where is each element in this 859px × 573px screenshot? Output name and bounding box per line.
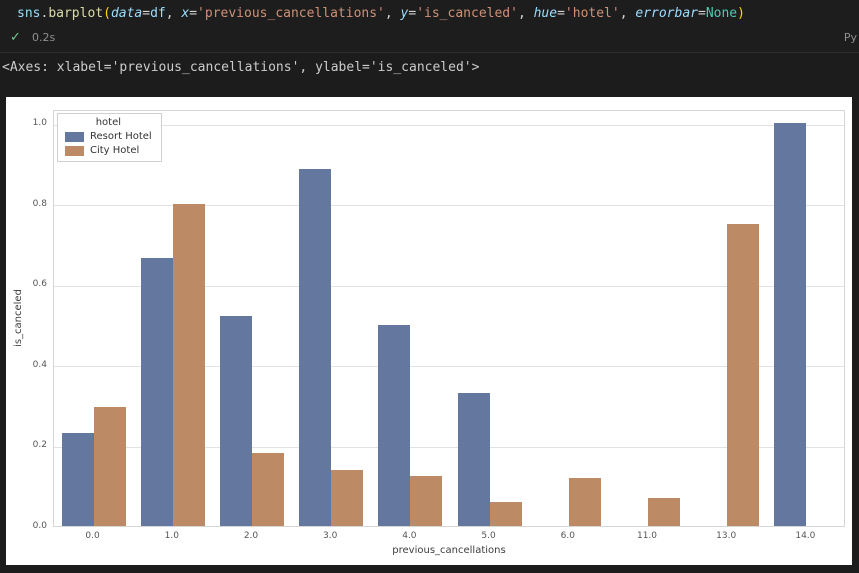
gridline (54, 205, 844, 207)
bar-resort-hotel-0.0 (62, 433, 94, 526)
x-tick-label: 6.0 (560, 531, 575, 541)
bar-city-hotel-6.0 (569, 478, 601, 526)
bar-city-hotel-3.0 (331, 470, 363, 526)
bar-city-hotel-11.0 (648, 498, 680, 526)
y-tick-label: 0.4 (32, 359, 47, 370)
execution-time: 0.2s (32, 31, 56, 44)
x-tick-label: 4.0 (402, 531, 417, 541)
code-token-string: 'previous_cancellations' (197, 6, 385, 21)
bar-resort-hotel-2.0 (220, 316, 252, 526)
code-token-punct: . (40, 6, 49, 21)
bar-city-hotel-0.0 (94, 407, 126, 526)
x-tick-label: 2.0 (243, 531, 259, 541)
y-tick-label: 0.6 (32, 279, 47, 290)
code-token-variable: sns (17, 6, 41, 21)
y-tick-label: 0.8 (32, 198, 47, 209)
bar-city-hotel-13.0 (727, 224, 759, 526)
x-tick-label: 11.0 (636, 531, 658, 541)
cell-status-row: ✓ 0.2s Py (0, 27, 859, 49)
bar-city-hotel-1.0 (173, 204, 205, 526)
bar-resort-hotel-4.0 (378, 325, 410, 526)
code-token-param: data (110, 6, 143, 21)
code-token-func: barplot (48, 6, 104, 21)
kernel-language-label[interactable]: Py (843, 31, 857, 44)
x-tick-label: 13.0 (716, 531, 737, 541)
gridline (54, 366, 844, 368)
bar-resort-hotel-3.0 (299, 169, 331, 526)
x-axis-label: previous_cancellations (392, 545, 506, 556)
gridline (54, 446, 844, 448)
code-token-punct: , (619, 6, 636, 21)
code-token-param: errorbar (635, 6, 698, 21)
code-token-param: hue (533, 6, 558, 21)
x-tick-label: 5.0 (481, 531, 496, 541)
code-token-constant: None (705, 6, 738, 21)
code-token-punct: = (189, 6, 198, 21)
code-token-punct: , (165, 6, 182, 21)
code-token-punct: = (408, 6, 417, 21)
x-tick-label: 14.0 (795, 531, 816, 541)
code-token-punct: , (517, 6, 534, 21)
plot-area: hotel Resort Hotel City Hotel (53, 110, 845, 527)
x-tick-label: 1.0 (164, 531, 179, 541)
chart-figure: is_canceled hotel Resort Hotel City Hotel… (6, 97, 852, 565)
code-token-punct: = (698, 6, 706, 21)
legend-title: hotel (95, 117, 121, 128)
code-token-param: x (181, 6, 190, 21)
code-token-bracket: ( (103, 6, 111, 21)
y-tick-label: 0.0 (32, 521, 47, 531)
chart-legend: hotel Resort Hotel City Hotel (57, 113, 162, 162)
code-token-punct: , (384, 6, 401, 21)
bar-city-hotel-4.0 (410, 476, 442, 526)
code-cell: sns.barplot(data=df, x='previous_cancell… (0, 0, 859, 53)
code-token-bracket: ) (737, 6, 745, 21)
code-editor-line[interactable]: sns.barplot(data=df, x='previous_cancell… (17, 5, 745, 23)
legend-entry-resort-hotel: Resort Hotel (65, 131, 152, 142)
legend-entry-city-hotel: City Hotel (65, 145, 152, 156)
code-token-variable: df (150, 6, 166, 21)
gridline (54, 285, 844, 287)
legend-label: City Hotel (90, 145, 140, 156)
legend-swatch-icon (65, 145, 84, 156)
code-token-string: 'hotel' (564, 6, 620, 21)
bar-city-hotel-2.0 (252, 453, 284, 526)
code-token-param: y (400, 6, 409, 21)
bar-city-hotel-5.0 (490, 502, 522, 526)
code-token-punct: = (557, 6, 565, 21)
x-tick-label: 0.0 (85, 531, 100, 541)
bar-resort-hotel-14.0 (774, 123, 806, 526)
bar-resort-hotel-5.0 (458, 393, 490, 526)
y-axis-label: is_canceled (13, 289, 24, 347)
gridline (54, 124, 844, 126)
cell-text-output: <Axes: xlabel='previous_cancellations', … (2, 60, 480, 75)
success-check-icon: ✓ (10, 30, 21, 45)
legend-swatch-icon (65, 131, 84, 142)
code-token-punct: = (142, 6, 151, 21)
legend-label: Resort Hotel (90, 131, 152, 142)
bar-resort-hotel-1.0 (141, 258, 173, 526)
y-tick-label: 1.0 (32, 118, 47, 129)
x-tick-label: 3.0 (323, 531, 338, 541)
code-token-string: 'is_canceled' (416, 6, 518, 21)
y-tick-label: 0.2 (32, 440, 47, 451)
